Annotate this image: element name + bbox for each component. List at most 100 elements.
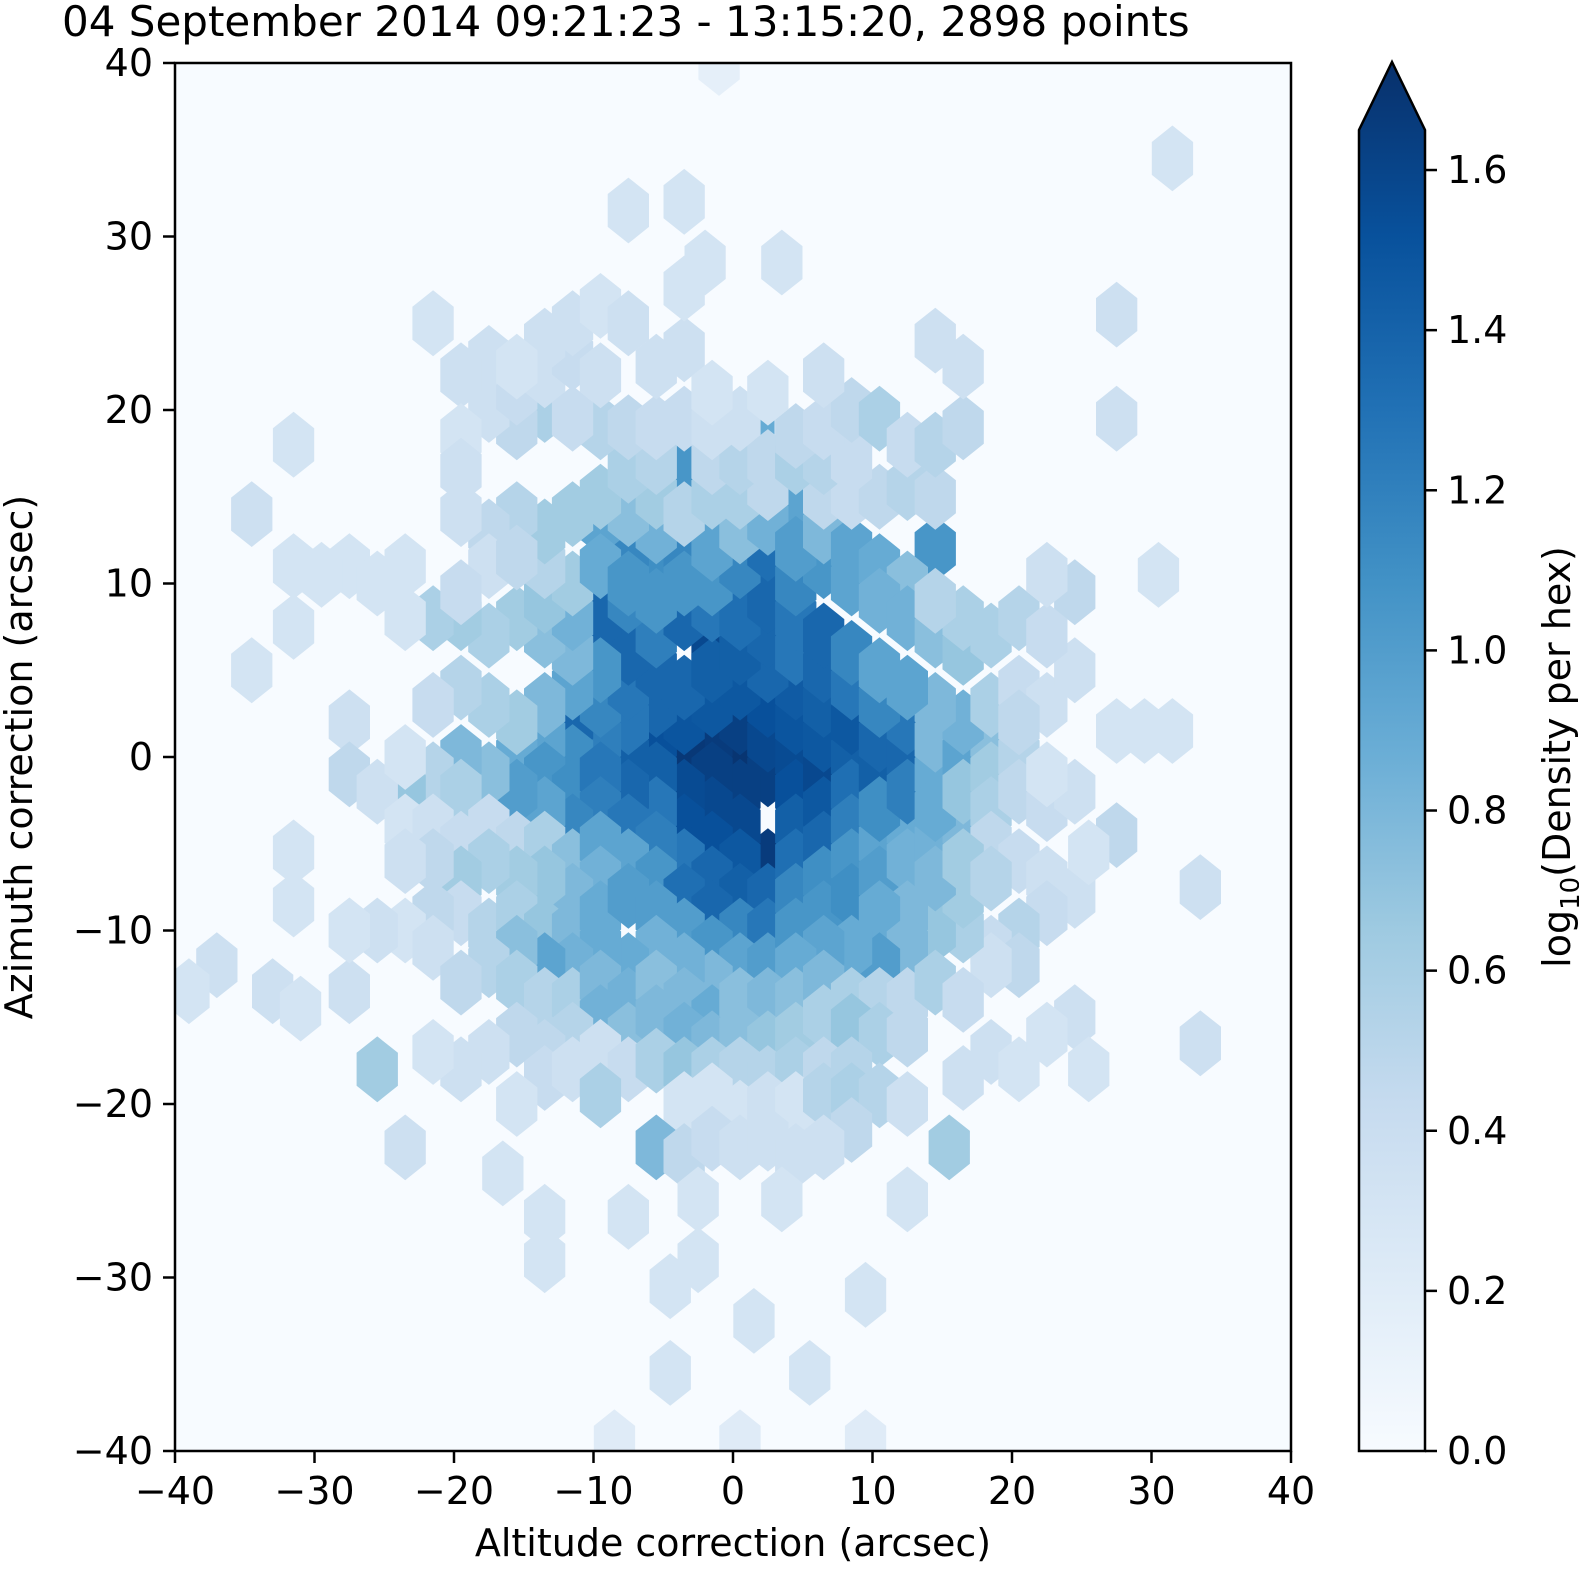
plot-area bbox=[173, 61, 1293, 1453]
hex-cell bbox=[272, 594, 315, 660]
hex-cell bbox=[942, 967, 984, 1033]
hex-cell bbox=[886, 1166, 928, 1233]
hex-cell bbox=[1096, 281, 1138, 348]
hex-cell bbox=[1137, 541, 1180, 608]
hex-cell bbox=[496, 333, 538, 400]
x-axis-label: Altitude correction (arcsec) bbox=[475, 1521, 991, 1565]
hex-cell bbox=[231, 481, 273, 547]
colorbar-label: log10(Density per hex) bbox=[1535, 546, 1579, 968]
hex-cell bbox=[663, 255, 705, 322]
hex-cell bbox=[412, 290, 454, 357]
y-tick-label: −30 bbox=[73, 1256, 153, 1300]
y-tick-label: −20 bbox=[73, 1082, 153, 1126]
hex-cell bbox=[579, 342, 622, 409]
hex-cell bbox=[886, 1001, 928, 1068]
hex-cell bbox=[482, 1140, 524, 1207]
y-axis: −40 −30 −20 −10 0 10 20 30 40 bbox=[73, 41, 175, 1473]
colorbar-label-subscript: 10 bbox=[1556, 877, 1579, 910]
x-tick-label: 20 bbox=[988, 1469, 1036, 1513]
hex-cell bbox=[1068, 819, 1110, 886]
x-tick-label: −10 bbox=[553, 1469, 633, 1513]
y-axis-label: Azimuth correction (arcsec) bbox=[0, 495, 41, 1019]
hex-cell bbox=[412, 1019, 454, 1085]
hex-cell bbox=[1151, 698, 1194, 764]
colorbar-tick-label: 0.2 bbox=[1447, 1269, 1507, 1313]
hex-cell bbox=[803, 342, 845, 409]
y-tick-label: 30 bbox=[105, 215, 153, 259]
colorbar-tick-label: 1.0 bbox=[1447, 628, 1507, 672]
hex-cell bbox=[1096, 385, 1138, 452]
colorbar-ticks: 0.0 0.2 0.4 0.6 0.8 1.0 1.2 1.4 1.6 bbox=[1425, 148, 1507, 1473]
hex-cell bbox=[747, 359, 789, 426]
hex-cell bbox=[1026, 1001, 1068, 1068]
x-axis: −40 −30 −20 −10 0 10 20 30 40 bbox=[135, 1451, 1315, 1513]
hex-cell bbox=[607, 177, 649, 244]
hex-cell bbox=[698, 63, 740, 96]
hex-cell bbox=[663, 168, 705, 235]
hex-cell bbox=[440, 481, 482, 547]
hex-cell bbox=[789, 1340, 831, 1406]
y-tick-label: 40 bbox=[105, 41, 153, 85]
y-tick-label: 0 bbox=[129, 735, 153, 779]
hex-cell bbox=[328, 958, 370, 1025]
hex-cell bbox=[524, 1183, 566, 1250]
colorbar-gradient bbox=[1357, 59, 1427, 1453]
hex-cell bbox=[300, 541, 343, 608]
hex-cell bbox=[607, 290, 649, 357]
colorbar-tick-label: 0.6 bbox=[1447, 949, 1507, 993]
colorbar-tick-label: 0.8 bbox=[1447, 789, 1507, 833]
hex-cell bbox=[649, 1253, 691, 1320]
hex-cell bbox=[272, 871, 315, 938]
hex-cell bbox=[384, 828, 426, 894]
hex-cell bbox=[524, 1227, 566, 1294]
hex-cell bbox=[761, 1166, 803, 1233]
hex-cell bbox=[412, 672, 454, 738]
hex-cell bbox=[496, 524, 538, 591]
hex-cell bbox=[607, 1183, 649, 1250]
hex-cell bbox=[328, 689, 370, 756]
hex-cell bbox=[733, 1288, 775, 1354]
x-tick-label: 40 bbox=[1267, 1469, 1315, 1513]
hex-cell bbox=[649, 1340, 691, 1406]
hex-cell bbox=[858, 637, 901, 704]
hex-cell bbox=[440, 342, 482, 409]
x-tick-label: 30 bbox=[1127, 1469, 1175, 1513]
hex-cell bbox=[677, 1166, 719, 1233]
hex-cell bbox=[579, 1062, 622, 1129]
hex-cell bbox=[998, 689, 1040, 756]
x-tick-label: −30 bbox=[274, 1469, 354, 1513]
hex-cell bbox=[272, 819, 315, 886]
hex-cell bbox=[942, 394, 984, 461]
y-tick-label: −10 bbox=[73, 909, 153, 953]
x-tick-label: −40 bbox=[135, 1469, 215, 1513]
chart-title: 04 September 2014 09:21:23 - 13:15:20, 2… bbox=[62, 0, 1190, 46]
hex-cell bbox=[663, 316, 705, 383]
hex-cell bbox=[761, 229, 803, 296]
hex-cell bbox=[1179, 854, 1221, 920]
hex-cell bbox=[914, 463, 956, 530]
hex-cell bbox=[1026, 541, 1068, 608]
hex-cell bbox=[970, 845, 1012, 912]
hex-cell bbox=[384, 585, 426, 652]
hex-cell bbox=[886, 1071, 928, 1137]
colorbar-label-main: log bbox=[1535, 910, 1579, 968]
y-tick-label: −40 bbox=[73, 1429, 153, 1473]
hex-cell bbox=[384, 1114, 426, 1181]
hex-cell bbox=[914, 567, 956, 634]
hex-cell bbox=[719, 1409, 761, 1451]
hex-cell bbox=[440, 437, 482, 504]
colorbar-tick-label: 1.6 bbox=[1447, 148, 1507, 192]
hex-cell bbox=[942, 333, 984, 400]
x-tick-label: −20 bbox=[414, 1469, 494, 1513]
hex-cell bbox=[928, 1114, 970, 1181]
hex-cell bbox=[231, 637, 273, 704]
colorbar-tick-label: 0.0 bbox=[1447, 1429, 1507, 1473]
hex-cell bbox=[1068, 1036, 1110, 1103]
hex-cell bbox=[1151, 125, 1194, 192]
hex-cell bbox=[1026, 602, 1068, 669]
colorbar-tick-label: 1.4 bbox=[1447, 308, 1507, 352]
hex-cell bbox=[1026, 741, 1068, 808]
hex-cell bbox=[384, 533, 426, 600]
hex-cell bbox=[593, 1409, 636, 1451]
